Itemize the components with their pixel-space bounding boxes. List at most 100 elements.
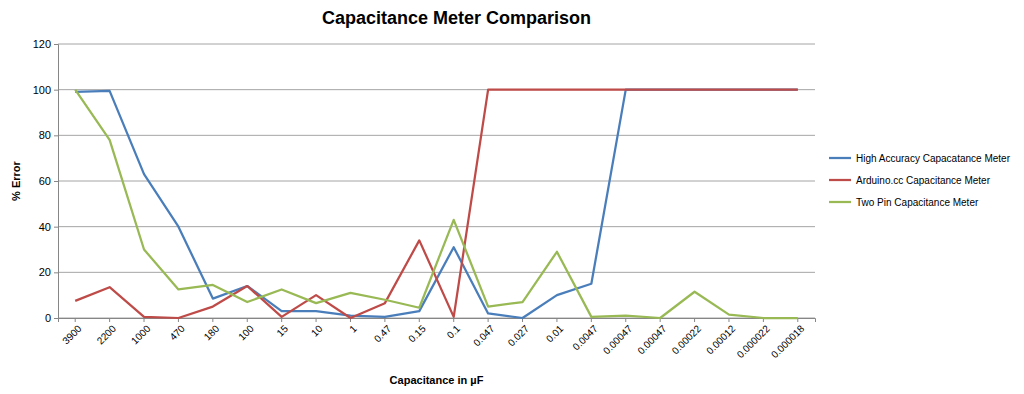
series-group bbox=[75, 90, 798, 318]
x-tick-label: 0.00012 bbox=[704, 323, 738, 357]
legend-swatch bbox=[829, 201, 851, 203]
grid-line bbox=[58, 44, 815, 45]
grid-line bbox=[58, 272, 815, 273]
legend-swatch bbox=[829, 179, 851, 181]
y-tick-label: 40 bbox=[39, 221, 51, 233]
x-tick: 0.047 bbox=[471, 318, 497, 348]
x-tick-mark bbox=[728, 318, 729, 322]
x-tick-mark bbox=[591, 318, 592, 322]
y-axis: 0 20 40 60 80 100 120 bbox=[33, 38, 59, 324]
x-tick-mark bbox=[384, 318, 385, 322]
x-tick: 470 bbox=[167, 318, 187, 343]
x-tick-mark bbox=[625, 318, 626, 322]
x-tick: 180 bbox=[202, 318, 222, 343]
legend-label: Two Pin Capacitance Meter bbox=[856, 197, 979, 208]
x-tick-label: 0.15 bbox=[406, 323, 428, 345]
x-tick-label: 0.027 bbox=[506, 323, 532, 349]
x-tick: 100 bbox=[236, 318, 256, 343]
x-tick-label: 0.1 bbox=[445, 323, 463, 341]
y-tick: 100 bbox=[33, 84, 58, 96]
x-tick-mark bbox=[75, 318, 76, 322]
x-tick: 1000 bbox=[129, 318, 153, 346]
x-tick: 0.1 bbox=[445, 318, 463, 341]
y-tick-mark bbox=[54, 272, 58, 273]
y-tick-label: 0 bbox=[45, 312, 51, 324]
x-tick-label: 0.00047 bbox=[635, 323, 669, 357]
x-tick: 3900 bbox=[60, 318, 84, 346]
x-tick-label: 0.047 bbox=[471, 323, 497, 349]
grid bbox=[58, 44, 815, 318]
x-tick-label: 180 bbox=[202, 323, 222, 343]
x-tick-mark bbox=[453, 318, 454, 322]
x-tick: 0.00047 bbox=[601, 318, 635, 356]
x-tick-label: 15 bbox=[274, 323, 290, 339]
x-tick-label: 470 bbox=[167, 323, 187, 343]
y-tick-mark bbox=[54, 135, 58, 136]
series-line bbox=[75, 90, 798, 318]
plot: 0204060801001203900220010004701801001510… bbox=[33, 38, 816, 360]
x-tick: 0.47 bbox=[372, 318, 394, 344]
y-tick-mark bbox=[54, 181, 58, 182]
legend-label: Arduino.cc Capacitance Meter bbox=[856, 175, 991, 186]
y-axis-title: % Error bbox=[10, 160, 22, 200]
legend-item: High Accuracy Capacatance Meter bbox=[829, 153, 1011, 164]
x-tick-label: 0.000018 bbox=[769, 323, 807, 361]
x-tick-label: 0.47 bbox=[372, 323, 394, 345]
legend-swatch bbox=[829, 157, 851, 159]
x-tick: 15 bbox=[274, 318, 290, 339]
y-tick: 120 bbox=[33, 38, 58, 50]
x-tick-mark bbox=[488, 318, 489, 322]
y-tick-mark bbox=[54, 44, 58, 45]
y-tick-label: 60 bbox=[39, 175, 51, 187]
x-tick-mark bbox=[247, 318, 248, 322]
x-tick-mark bbox=[419, 318, 420, 322]
title: Capacitance Meter Comparison bbox=[322, 8, 591, 28]
y-axis-line bbox=[54, 45, 59, 319]
series-line bbox=[75, 90, 798, 318]
x-tick: 1 bbox=[347, 318, 359, 335]
x-tick: 0.00012 bbox=[704, 318, 738, 356]
y-tick-mark bbox=[54, 227, 58, 228]
y-tick: 40 bbox=[39, 221, 58, 233]
x-tick-label: 2200 bbox=[95, 323, 119, 347]
x-tick: 2200 bbox=[95, 318, 119, 346]
legend-item: Two Pin Capacitance Meter bbox=[829, 197, 979, 208]
legend-label: High Accuracy Capacatance Meter bbox=[856, 153, 1011, 164]
x-tick-mark bbox=[212, 318, 213, 322]
chart: 0204060801001203900220010004701801001510… bbox=[0, 0, 1024, 394]
series-line bbox=[75, 90, 798, 318]
grid-line bbox=[58, 181, 815, 182]
x-tick-label: 0.00047 bbox=[601, 323, 635, 357]
x-tick-mark bbox=[281, 318, 282, 322]
grid-line bbox=[58, 226, 815, 227]
x-tick: 0.027 bbox=[506, 318, 532, 348]
x-tick: 0.000022 bbox=[735, 318, 773, 360]
x-tick: 0.01 bbox=[544, 318, 566, 344]
x-tick-label: 100 bbox=[236, 323, 256, 343]
legend: High Accuracy Capacatance Meter Arduino.c… bbox=[829, 153, 1011, 208]
x-tick-mark bbox=[694, 318, 695, 322]
x-tick: 0.0047 bbox=[570, 318, 600, 352]
x-tick-mark bbox=[316, 318, 317, 322]
x-tick-label: 10 bbox=[309, 323, 325, 339]
grid-line bbox=[58, 135, 815, 136]
y-tick-label: 20 bbox=[39, 266, 51, 278]
x-tick-mark bbox=[109, 318, 110, 322]
y-tick-label: 120 bbox=[33, 38, 51, 50]
x-tick-label: 0.000022 bbox=[735, 323, 773, 361]
y-tick-label: 100 bbox=[33, 84, 51, 96]
x-tick-mark bbox=[144, 318, 145, 322]
x-tick: 0.00022 bbox=[670, 318, 704, 356]
y-tick: 60 bbox=[39, 175, 58, 187]
x-tick-label: 0.0047 bbox=[570, 323, 600, 353]
y-tick-label: 80 bbox=[39, 129, 51, 141]
legend-item: Arduino.cc Capacitance Meter bbox=[829, 175, 991, 186]
x-tick-label: 0.00022 bbox=[670, 323, 704, 357]
x-tick: 0.00047 bbox=[635, 318, 669, 356]
x-tick-label: 0.01 bbox=[544, 323, 566, 345]
x-axis-line bbox=[59, 319, 816, 323]
x-axis-title: Capacitance in µF bbox=[390, 374, 484, 386]
y-tick-mark bbox=[54, 90, 58, 91]
y-tick-mark bbox=[54, 318, 58, 319]
x-tick-label: 3900 bbox=[60, 323, 84, 347]
